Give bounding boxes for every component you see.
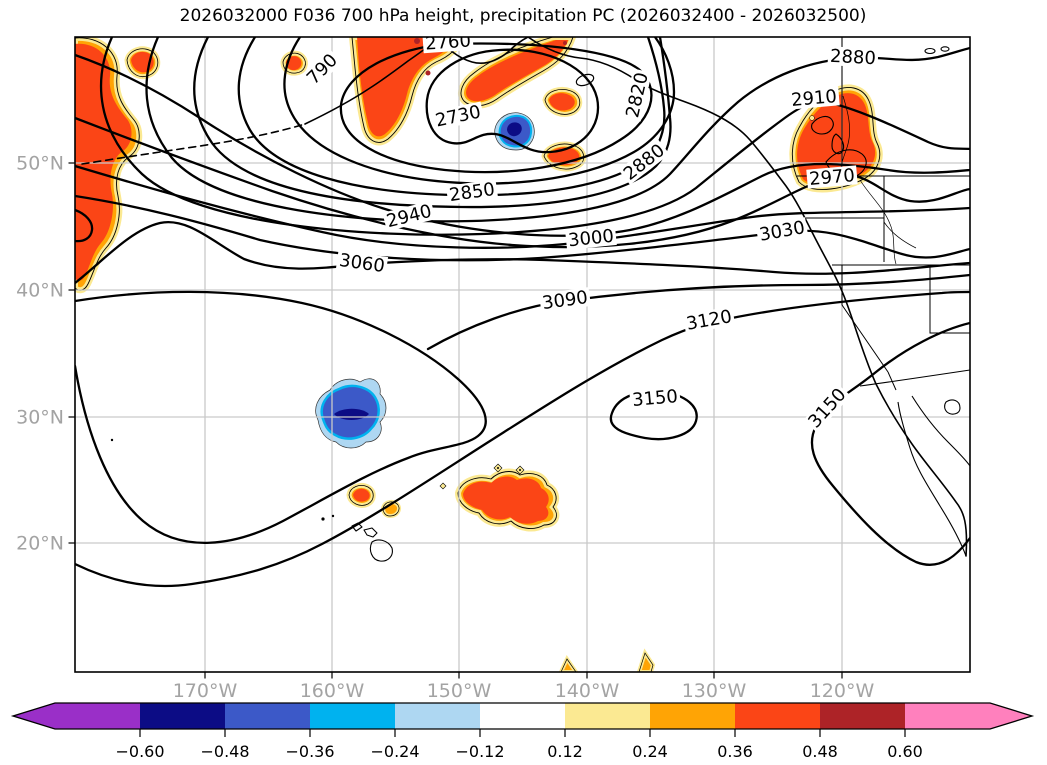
- colorbar-segment: [310, 703, 396, 729]
- contour-label: 2880: [827, 46, 879, 69]
- colorbar-tick-label: 0.48: [802, 742, 838, 761]
- lon-tick-label: 130°W: [682, 680, 747, 702]
- precip-fill-layer: [75, 37, 883, 672]
- svg-text:2940: 2940: [384, 201, 434, 232]
- grid: [75, 37, 970, 672]
- page-title: 2026032000 F036 700 hPa height, precipit…: [180, 6, 867, 26]
- contour-label: 3150: [803, 383, 851, 433]
- colorbar-tick-label: −0.24: [370, 742, 419, 761]
- contour-label: 3090: [538, 287, 592, 314]
- svg-text:3120: 3120: [685, 306, 734, 335]
- lon-tick-label: 120°W: [810, 680, 875, 702]
- contour-label: 3000: [565, 226, 617, 252]
- colorbar-segment: [820, 703, 906, 729]
- contour-label: 2760: [422, 30, 474, 55]
- svg-text:2970: 2970: [808, 165, 855, 190]
- colorbar-tick-label: 0.60: [887, 742, 923, 761]
- colorbar-tick-label: 0.24: [632, 742, 668, 761]
- contour-label: 2910: [788, 86, 840, 111]
- contour-label: 3150: [629, 386, 681, 411]
- lat-tick-label: 20°N: [16, 533, 64, 555]
- lat-tick-label: 50°N: [16, 153, 64, 175]
- contour-label: 2970: [806, 165, 858, 190]
- lat-tick-label: 40°N: [16, 280, 64, 302]
- colorbar-tick-label: −0.12: [455, 742, 504, 761]
- colorbar-segment: [480, 703, 566, 729]
- svg-text:3030: 3030: [758, 217, 807, 246]
- contour-label: 3060: [335, 250, 389, 277]
- colorbar-tick-label: 0.12: [547, 742, 583, 761]
- svg-text:3060: 3060: [338, 250, 386, 277]
- lat-axis: 50°N 40°N 30°N 20°N: [16, 153, 75, 555]
- colorbar-segment: [225, 703, 311, 729]
- colorbar-segment: [55, 703, 141, 729]
- lon-tick-label: 140°W: [555, 680, 620, 702]
- svg-text:2730: 2730: [434, 101, 483, 131]
- contour-label: 3120: [682, 306, 736, 335]
- lon-tick-label: 150°W: [427, 680, 492, 702]
- colorbar-tick-label: −0.48: [200, 742, 249, 761]
- colorbar: −0.60 −0.48 −0.36 −0.24 −0.12 0.12 0.24 0.36 0.4…: [10, 702, 1035, 761]
- svg-text:3000: 3000: [567, 226, 615, 252]
- lon-axis: 170°W 160°W 150°W 140°W 130°W 120°W: [173, 672, 875, 702]
- contour-label: 2820: [622, 68, 653, 122]
- contour-label: 790: [301, 48, 343, 90]
- colorbar-tick-label: −0.60: [115, 742, 164, 761]
- lon-tick-label: 160°W: [300, 680, 365, 702]
- colorbar-segment: [650, 703, 736, 729]
- svg-text:3150: 3150: [631, 386, 678, 411]
- svg-text:3090: 3090: [541, 287, 589, 314]
- contour-label: 3030: [755, 217, 809, 246]
- colorbar-segment: [905, 703, 991, 729]
- lon-tick-label: 170°W: [173, 680, 238, 702]
- colorbar-segment: [395, 703, 481, 729]
- colorbar-segment: [140, 703, 226, 729]
- svg-text:2880: 2880: [830, 46, 877, 69]
- svg-text:2910: 2910: [790, 86, 837, 111]
- contour-label: 2730: [431, 101, 485, 132]
- lat-tick-label: 30°N: [16, 407, 64, 429]
- colorbar-tick-label: 0.36: [717, 742, 753, 761]
- colorbar-segment: [735, 703, 821, 729]
- colorbar-segment: [565, 703, 651, 729]
- colorbar-tick-label: −0.36: [285, 742, 334, 761]
- map-frame: [74, 36, 971, 673]
- svg-text:2760: 2760: [424, 30, 471, 54]
